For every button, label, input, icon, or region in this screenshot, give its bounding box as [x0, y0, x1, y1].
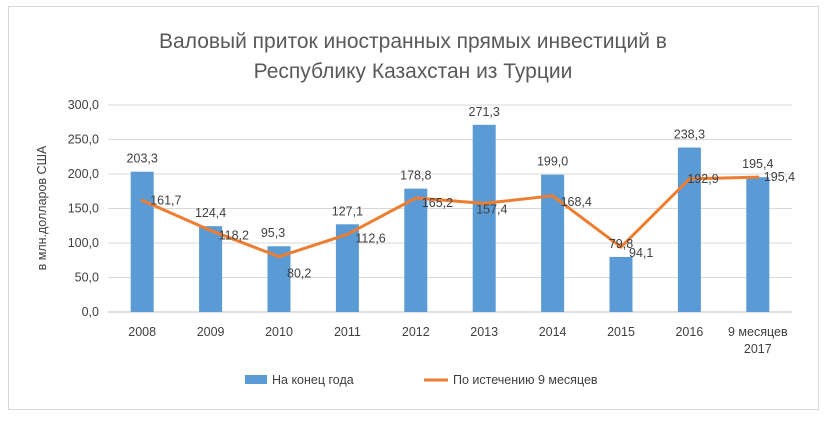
y-axis-label: в млн.долларов США — [35, 145, 49, 270]
x-tick-label: 2013 — [470, 325, 498, 339]
bar — [335, 224, 359, 312]
bar — [541, 174, 565, 312]
bar — [609, 256, 633, 312]
line-point — [209, 228, 213, 232]
line-data-label: 157,4 — [476, 202, 507, 216]
line-data-label: 168,4 — [561, 195, 592, 209]
x-tick-label: 2010 — [265, 325, 293, 339]
bar-data-label: 203,3 — [127, 152, 158, 166]
bar-data-label: 95,3 — [261, 226, 285, 240]
line-point — [345, 232, 349, 236]
line-data-label: 195,4 — [764, 170, 795, 184]
bar — [404, 188, 428, 312]
y-tick-label: 50,0 — [75, 271, 99, 285]
line-data-label: 118,2 — [219, 228, 249, 242]
x-tick-label: 2014 — [539, 325, 567, 339]
line-point — [687, 177, 691, 181]
bar-data-label: 79,8 — [609, 237, 633, 251]
bar-data-label: 238,3 — [674, 128, 705, 142]
bar — [199, 226, 223, 312]
x-tick-label: 2016 — [675, 325, 703, 339]
legend-label-line: По истечению 9 месяцев — [453, 373, 598, 387]
bar — [130, 171, 154, 312]
legend: На конец года По истечению 9 месяцев — [245, 373, 598, 387]
bar — [472, 124, 496, 312]
line-point — [619, 245, 623, 249]
y-tick-label: 250,0 — [68, 133, 99, 147]
line-point — [140, 198, 144, 202]
bar-data-label: 199,0 — [537, 155, 568, 169]
bar-data-label: 178,8 — [400, 169, 431, 183]
line-point — [277, 255, 281, 259]
line-point — [551, 194, 555, 198]
x-tick-label: 2008 — [128, 325, 156, 339]
line-data-label: 192,9 — [687, 172, 718, 186]
series-line — [140, 175, 760, 259]
bar — [267, 246, 291, 312]
chart-title-line-2: Республику Казахстан из Турции — [254, 60, 573, 83]
bar-data-label: 195,4 — [742, 157, 773, 171]
line-data-label: 165,2 — [422, 196, 453, 210]
bar — [677, 147, 701, 312]
y-tick-label: 300,0 — [68, 98, 99, 112]
legend-swatch-bars — [245, 375, 267, 384]
x-tick-label: 9 месяцев — [728, 325, 788, 339]
bar-data-label: 127,1 — [332, 204, 363, 218]
line-point — [482, 201, 486, 205]
bar-data-label: 124,4 — [195, 206, 226, 220]
x-tick-label: 2015 — [607, 325, 635, 339]
y-tick-label: 100,0 — [68, 236, 99, 250]
line-data-label: 80,2 — [287, 267, 311, 281]
line-point — [756, 175, 760, 179]
line-data-label: 94,1 — [629, 246, 653, 260]
legend-label-bars: На конец года — [272, 373, 354, 387]
chart-title-line-1: Валовый приток иностранных прямых инвест… — [159, 30, 667, 53]
bar-data-label: 271,3 — [469, 105, 500, 119]
bar — [746, 177, 770, 312]
y-tick-label: 0,0 — [82, 305, 99, 319]
y-tick-label: 150,0 — [68, 202, 99, 216]
x-tick-label: 2017 — [744, 342, 772, 356]
line-data-label: 161,7 — [150, 193, 181, 207]
line-point — [414, 196, 418, 200]
x-tick-label: 2009 — [197, 325, 225, 339]
y-tick-label: 200,0 — [68, 167, 99, 181]
line-data-label: 112,6 — [355, 231, 385, 245]
x-tick-label: 2011 — [334, 325, 361, 339]
x-tick-label: 2012 — [402, 325, 430, 339]
